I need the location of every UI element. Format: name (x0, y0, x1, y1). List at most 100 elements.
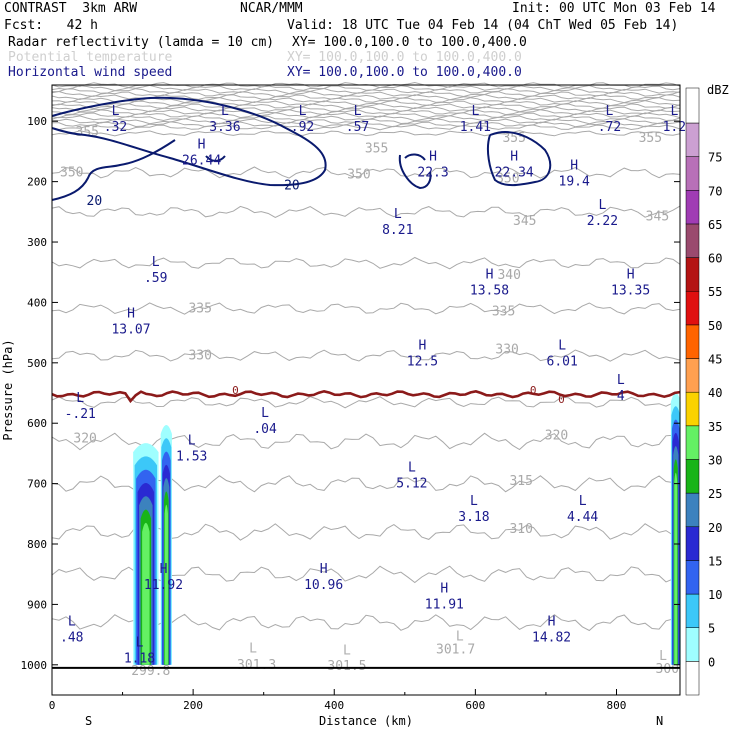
extremum-value: -.21 (65, 407, 96, 422)
colorbar-swatch (685, 526, 700, 561)
extremum-marker: H (570, 159, 578, 174)
y-tick-label: 500 (27, 357, 47, 370)
field-name-reflectivity: Radar reflectivity (lamda = 10 cm) (8, 35, 275, 50)
wind-speed-contour (205, 155, 226, 162)
y-tick-label: 700 (27, 478, 47, 491)
extremum-marker: L (471, 104, 479, 119)
extremum-marker: L (261, 406, 269, 421)
colorbar-tick-label: 75 (708, 151, 722, 165)
colorbar-swatch (685, 560, 700, 595)
extremum-value: 19.4 (559, 175, 590, 190)
colorbar-tick-label: 25 (708, 487, 722, 501)
extremum-marker: H (510, 149, 518, 164)
extremum-value: 3.36 (209, 120, 240, 135)
extremum-marker: L (152, 255, 160, 270)
y-tick-label: 800 (27, 538, 47, 551)
y-tick-label: 300 (27, 236, 47, 249)
extremum-marker: L (136, 636, 144, 651)
extremum-marker: L (188, 433, 196, 448)
extremum-value: 1.18 (124, 652, 155, 667)
wind-speed-contour (51, 139, 176, 201)
colorbar-swatch (685, 358, 700, 393)
extremum-marker: L (249, 642, 257, 657)
plot-title: CONTRAST 3km ARW (4, 1, 138, 16)
extremum-value: 14.82 (532, 631, 571, 646)
theta-contour (51, 87, 681, 95)
valid-time: Valid: 18 UTC Tue 04 Feb 14 (04 ChT Wed … (287, 18, 679, 33)
wind-speed-contour (51, 96, 327, 187)
theta-contour (51, 256, 681, 270)
extremum-marker: L (606, 104, 614, 119)
extremum-marker: H (429, 149, 437, 164)
reflectivity-cell (674, 472, 678, 665)
extremum-value: 11.91 (425, 597, 464, 612)
extremum-value: 6.01 (547, 355, 578, 370)
extremum-marker: L (670, 104, 678, 119)
y-tick-label: 600 (27, 417, 47, 430)
theta-contour (51, 90, 681, 98)
extremum-value: 1.53 (176, 449, 207, 464)
extremum-marker: L (558, 339, 566, 354)
x-tick-label: 600 (465, 699, 485, 712)
theta-contour-label: 340 (497, 268, 520, 283)
theta-contour (51, 100, 681, 107)
theta-contour-label: 335 (188, 301, 211, 316)
extremum-marker: L (354, 104, 362, 119)
x-tick-label: 400 (324, 699, 344, 712)
extremum-marker: L (221, 104, 229, 119)
theta-contour-label: 320 (545, 428, 568, 443)
theta-contour (51, 396, 681, 409)
theta-contour (51, 349, 681, 362)
colorbar-swatch (685, 459, 700, 494)
colorbar-swatch (685, 661, 700, 696)
theta-contour-label: 355 (639, 131, 662, 146)
extremum-marker: L (456, 630, 464, 645)
wind-contour-label: 20 (284, 179, 300, 194)
y-tick-label: 900 (27, 598, 47, 611)
theta-contour (51, 302, 681, 315)
extremum-value: .72 (598, 120, 621, 135)
forecast-hour: Fcst: 42 h (4, 18, 98, 33)
y-tick-label: 200 (27, 176, 47, 189)
theta-contour-label: 335 (492, 304, 515, 319)
plot-frame (51, 84, 681, 696)
extremum-marker: H (160, 562, 168, 577)
colorbar-swatch (685, 593, 700, 628)
theta-contour (51, 130, 681, 137)
reflectivity-cell (142, 522, 150, 665)
wind-speed-contour (486, 130, 552, 187)
colorbar-tick-label: 40 (708, 386, 722, 400)
extremum-value: 4 (617, 389, 625, 404)
extremum-value: 11.92 (144, 578, 183, 593)
colorbar-tick-label: 15 (708, 554, 722, 568)
colorbar-swatch (685, 190, 700, 225)
extremum-marker: L (408, 461, 416, 476)
wind-speed-contour (398, 153, 432, 190)
field-xy-reflectivity: XY= 100.0,100.0 to 100.0,400.0 (292, 35, 527, 50)
south-label: S (85, 714, 92, 728)
colorbar-swatch (685, 391, 700, 427)
extremum-marker: L (112, 104, 120, 119)
extremum-marker: H (320, 562, 328, 577)
theta-contour-label: 320 (73, 431, 96, 446)
extremum-marker: L (68, 615, 76, 630)
theta-contour-label: 310 (509, 522, 532, 537)
extremum-marker: L (617, 373, 625, 388)
theta-contour-label: 330 (188, 349, 211, 364)
extremum-value: .48 (60, 631, 83, 646)
theta-contour (51, 166, 681, 179)
extremum-marker: L (598, 198, 606, 213)
extremum-marker: L (343, 644, 351, 659)
theta-contour (51, 118, 681, 125)
theta-contour-label: 345 (646, 210, 669, 225)
extremum-marker: H (627, 267, 635, 282)
extremum-marker: H (548, 615, 556, 630)
colorbar-tick-label: 35 (708, 420, 722, 434)
colorbar-tick-label: 20 (708, 521, 722, 535)
extremum-value: 1.2 (663, 120, 686, 135)
field-xy-theta: XY= 100.0,100.0 to 100.0,400.0 (287, 50, 522, 65)
x-axis-label: Distance (km) (319, 714, 413, 728)
extremum-value: 13.07 (111, 323, 150, 338)
extremum-value: 26.44 (182, 153, 221, 168)
